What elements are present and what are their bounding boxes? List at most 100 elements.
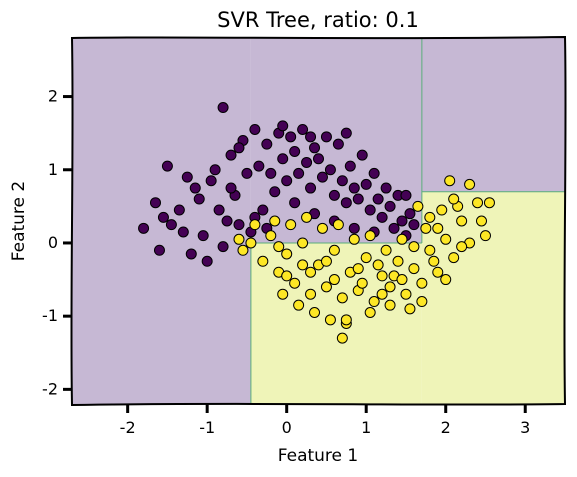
point-class1-18 (384, 281, 396, 293)
y-tick-label: -1 (42, 306, 58, 325)
point-class1-78 (249, 219, 261, 231)
point-class1-59 (340, 314, 352, 326)
point-class0-14 (309, 142, 321, 154)
y-axis-label: Feature 2 (9, 181, 29, 261)
point-class1-57 (396, 233, 408, 245)
point-class0-36 (340, 197, 352, 209)
point-class1-22 (416, 277, 428, 289)
point-class1-37 (412, 200, 424, 212)
point-class1-68 (456, 241, 468, 253)
point-class1-75 (396, 274, 408, 286)
point-class1-51 (301, 211, 313, 223)
point-class0-46 (241, 167, 253, 179)
point-class1-32 (444, 175, 456, 187)
point-class0-4 (173, 204, 185, 216)
point-class1-54 (348, 233, 360, 245)
point-class1-77 (448, 193, 460, 205)
x-axis-label: Feature 1 (278, 446, 358, 466)
point-class0-16 (332, 138, 344, 150)
point-class0-15 (320, 131, 332, 143)
point-class0-6 (205, 175, 217, 187)
point-class0-27 (233, 219, 245, 231)
y-tick-label: 2 (48, 87, 58, 106)
point-class0-70 (348, 222, 360, 234)
point-class1-10 (320, 281, 332, 293)
point-class1-64 (372, 259, 384, 271)
point-class1-38 (420, 222, 432, 234)
point-class1-31 (483, 197, 495, 209)
point-class1-73 (356, 277, 368, 289)
point-class0-59 (396, 215, 408, 227)
point-class0-61 (177, 226, 189, 238)
point-class0-52 (313, 153, 324, 165)
point-class1-45 (324, 314, 336, 326)
point-class0-10 (261, 138, 273, 150)
point-class1-48 (277, 288, 289, 300)
point-class0-13 (297, 124, 309, 135)
point-class0-32 (293, 167, 305, 179)
point-class0-9 (249, 124, 261, 135)
point-class1-47 (293, 299, 305, 311)
point-class1-52 (316, 222, 328, 234)
point-class0-51 (301, 156, 313, 168)
point-class1-76 (416, 296, 428, 308)
x-tick-label: 1 (361, 418, 371, 437)
point-class1-26 (448, 252, 460, 264)
point-class1-62 (320, 255, 332, 267)
point-class1-71 (297, 259, 309, 271)
point-class1-15 (360, 252, 372, 264)
point-class0-12 (285, 131, 297, 143)
point-class1-61 (305, 266, 317, 278)
point-class0-29 (257, 204, 269, 216)
point-class0-56 (360, 178, 372, 190)
chart-title: SVR Tree, ratio: 0.1 (217, 8, 419, 32)
y-tick-label: -2 (42, 379, 58, 398)
point-class1-25 (440, 233, 452, 245)
point-class1-69 (476, 215, 488, 227)
point-class0-18 (356, 149, 368, 161)
point-class0-43 (197, 230, 209, 242)
point-class1-58 (336, 332, 348, 344)
point-class1-23 (424, 244, 436, 256)
point-class0-79 (225, 182, 237, 194)
x-tick-label: 3 (520, 418, 530, 437)
point-class0-49 (277, 153, 289, 165)
point-class0-62 (209, 164, 221, 176)
point-class0-40 (388, 222, 400, 234)
point-class0-75 (305, 131, 317, 143)
point-class0-76 (340, 127, 352, 139)
decision-region-4 (421, 191, 565, 404)
point-class1-7 (297, 237, 309, 249)
point-class0-5 (193, 193, 205, 205)
point-class1-49 (273, 241, 285, 253)
decision-boundaries (250, 38, 565, 404)
point-class1-35 (436, 204, 448, 216)
point-class1-5 (281, 248, 293, 260)
point-class0-33 (305, 182, 317, 194)
point-class0-73 (408, 219, 420, 231)
point-class1-56 (380, 244, 392, 256)
point-class0-2 (138, 222, 150, 234)
point-class1-70 (281, 270, 293, 282)
point-class0-22 (404, 208, 416, 220)
point-class0-78 (189, 182, 201, 194)
point-class1-74 (376, 288, 388, 300)
point-class0-7 (225, 149, 237, 161)
point-class1-39 (428, 255, 440, 267)
point-class0-41 (165, 219, 177, 231)
point-class0-31 (281, 175, 293, 187)
point-class0-20 (380, 182, 392, 194)
point-class1-79 (233, 233, 245, 245)
point-class0-19 (368, 167, 380, 179)
point-class0-35 (328, 189, 340, 201)
point-class0-58 (384, 200, 396, 212)
point-class1-11 (328, 244, 340, 256)
y-axis-ticks: -2 -1 0 1 2 (42, 87, 72, 398)
point-class1-2 (257, 255, 269, 267)
point-class1-24 (432, 266, 444, 278)
point-class1-42 (384, 299, 396, 311)
point-class0-23 (400, 189, 412, 201)
point-class0-54 (336, 175, 348, 187)
decision-region-3 (250, 242, 422, 404)
point-class0-3 (153, 244, 165, 256)
